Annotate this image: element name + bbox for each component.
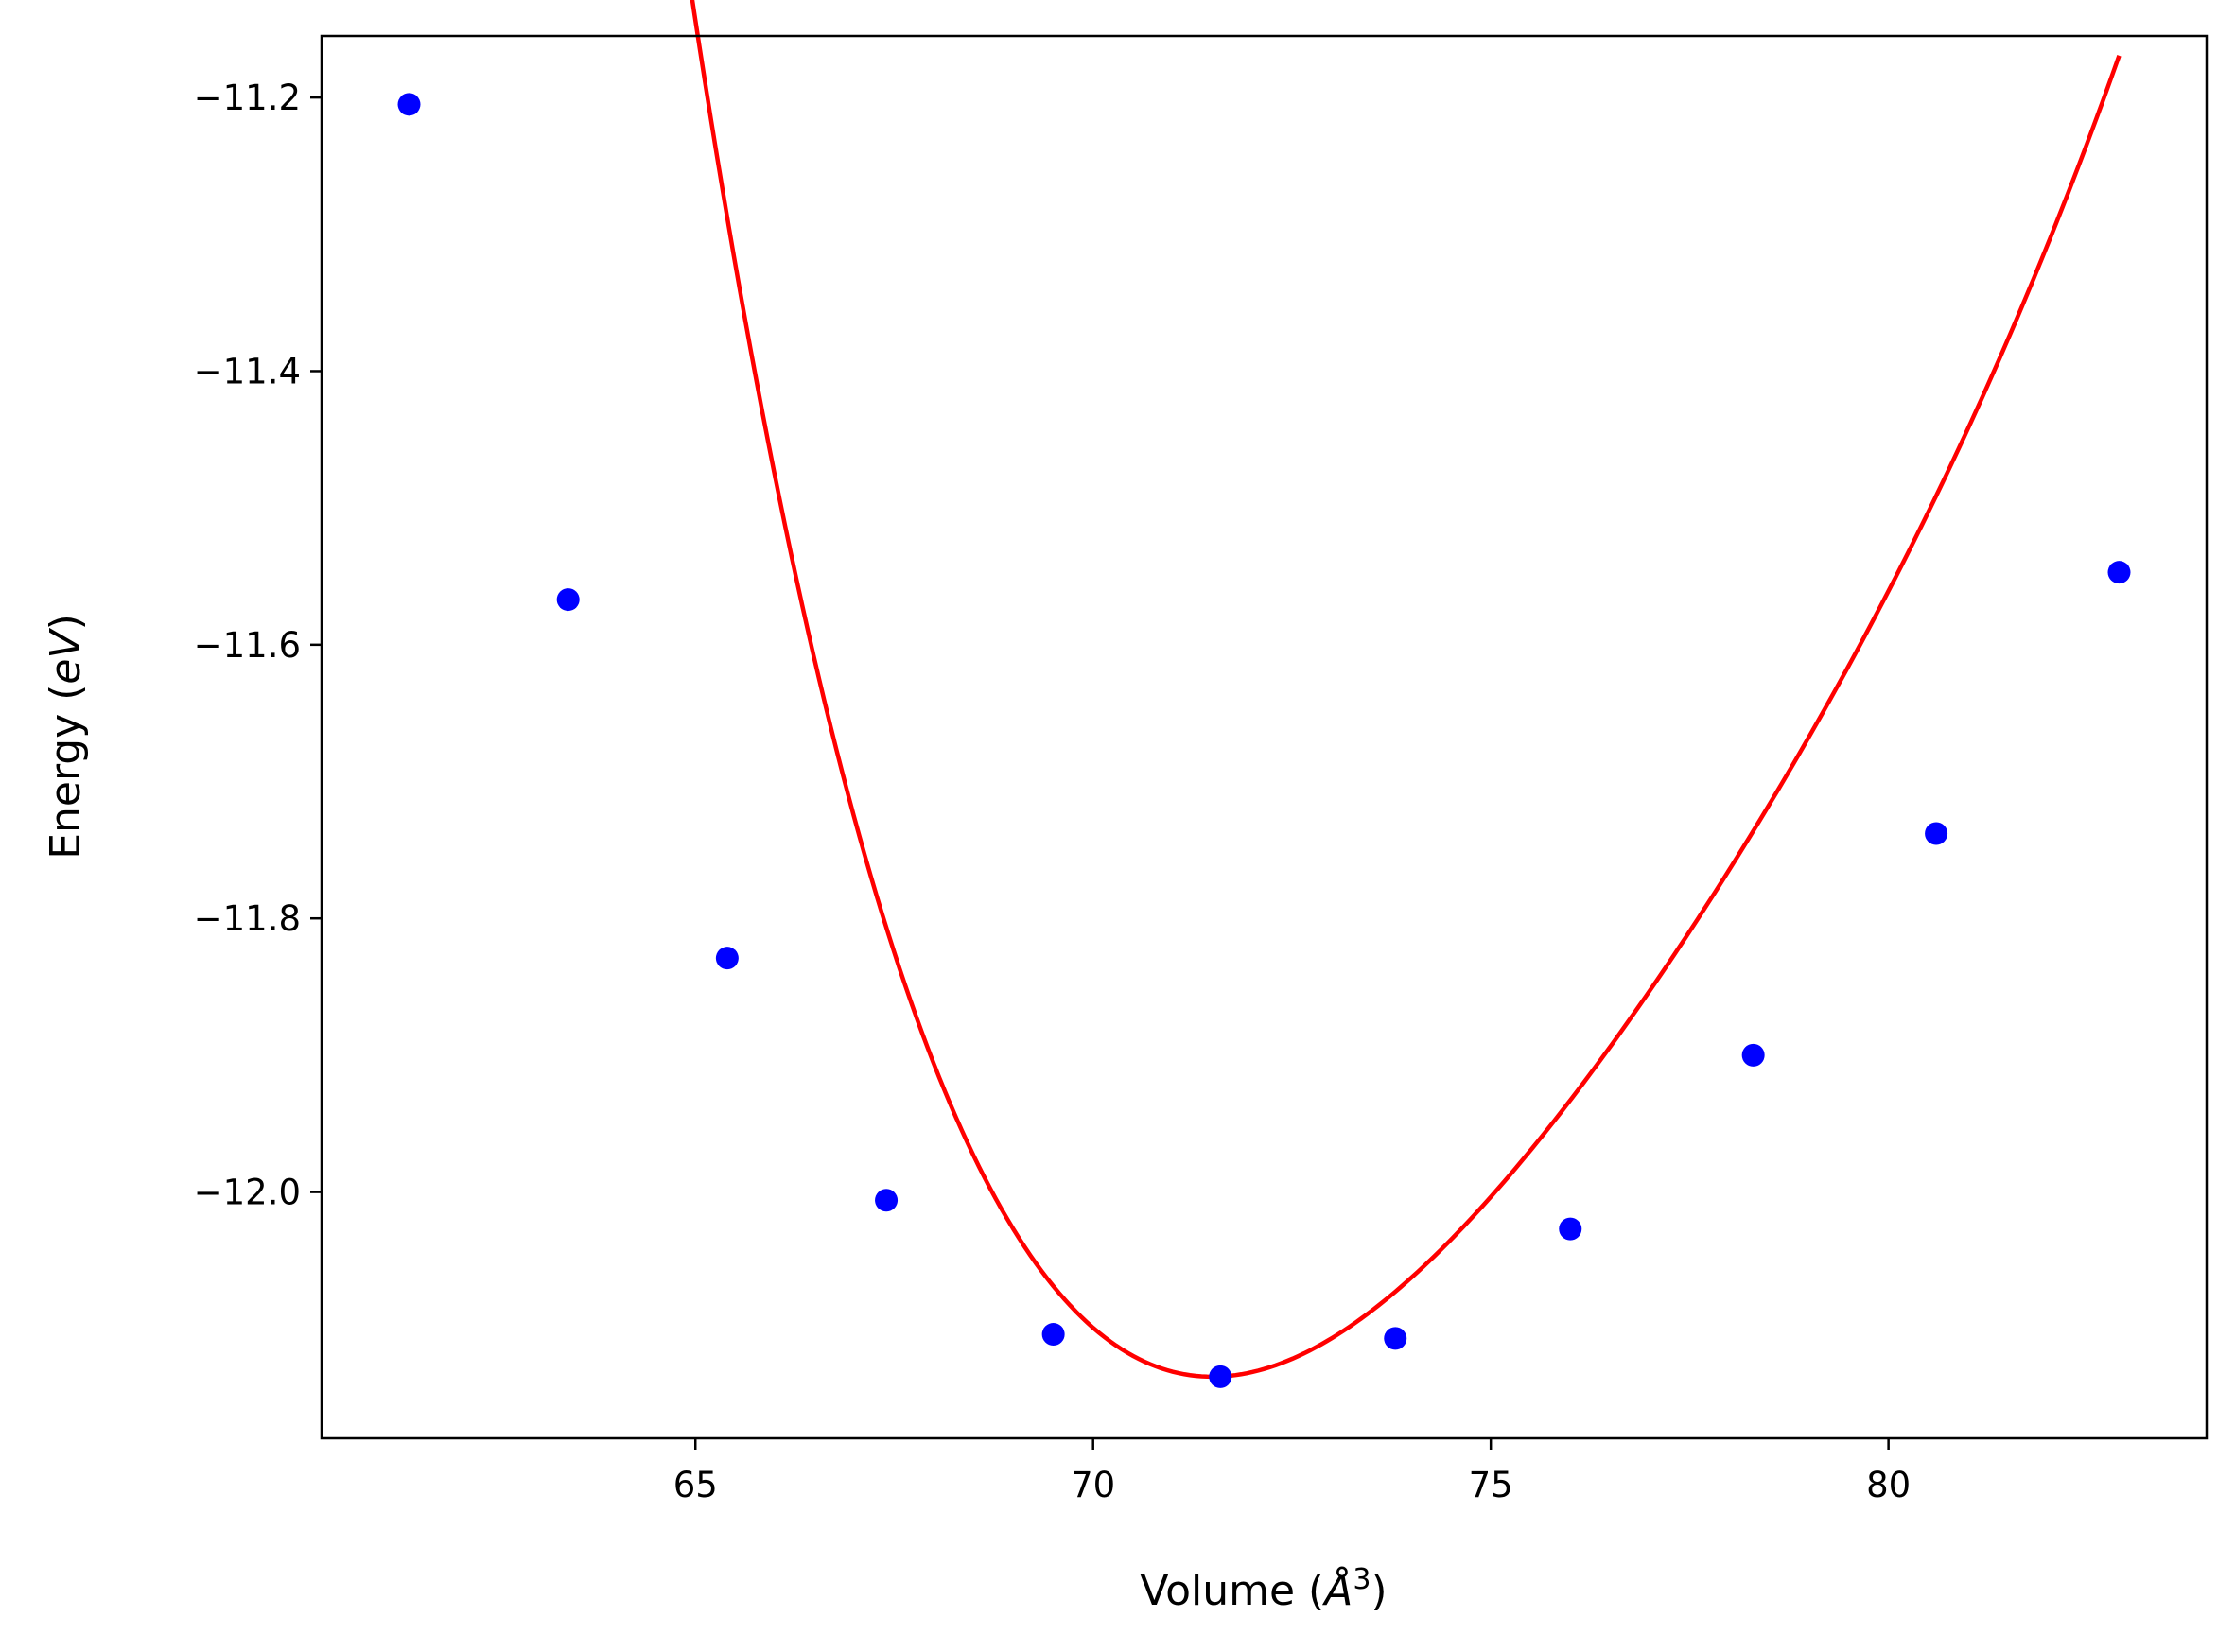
x-tick-label: 65 [673, 1465, 718, 1505]
data-point [1741, 1043, 1765, 1067]
data-point [397, 93, 421, 116]
y-tick-label: −11.6 [194, 625, 301, 666]
x-tick-label: 80 [1866, 1465, 1911, 1505]
data-point [556, 588, 580, 612]
plot-area [322, 36, 2207, 1438]
data-point [2107, 561, 2131, 584]
y-axis-label: Energy (eV) [42, 614, 90, 860]
x-tick-label: 75 [1469, 1465, 1513, 1505]
y-tick-label: −12.0 [194, 1173, 301, 1213]
data-point [1209, 1365, 1232, 1388]
data-point [1384, 1327, 1407, 1350]
data-point [715, 947, 739, 970]
y-tick-label: −11.4 [194, 351, 301, 391]
data-point [1041, 1323, 1065, 1347]
data-point [1925, 822, 1948, 845]
y-tick-label: −11.8 [194, 898, 301, 939]
data-point [875, 1189, 899, 1212]
data-point [1559, 1217, 1582, 1241]
fit-curve [690, 0, 2122, 1380]
x-tick-label: 70 [1071, 1465, 1115, 1505]
y-tick-label: −11.2 [194, 78, 301, 118]
plot-frame [320, 34, 2209, 1440]
x-axis-label: Volume (Å3) [1140, 1563, 1387, 1616]
